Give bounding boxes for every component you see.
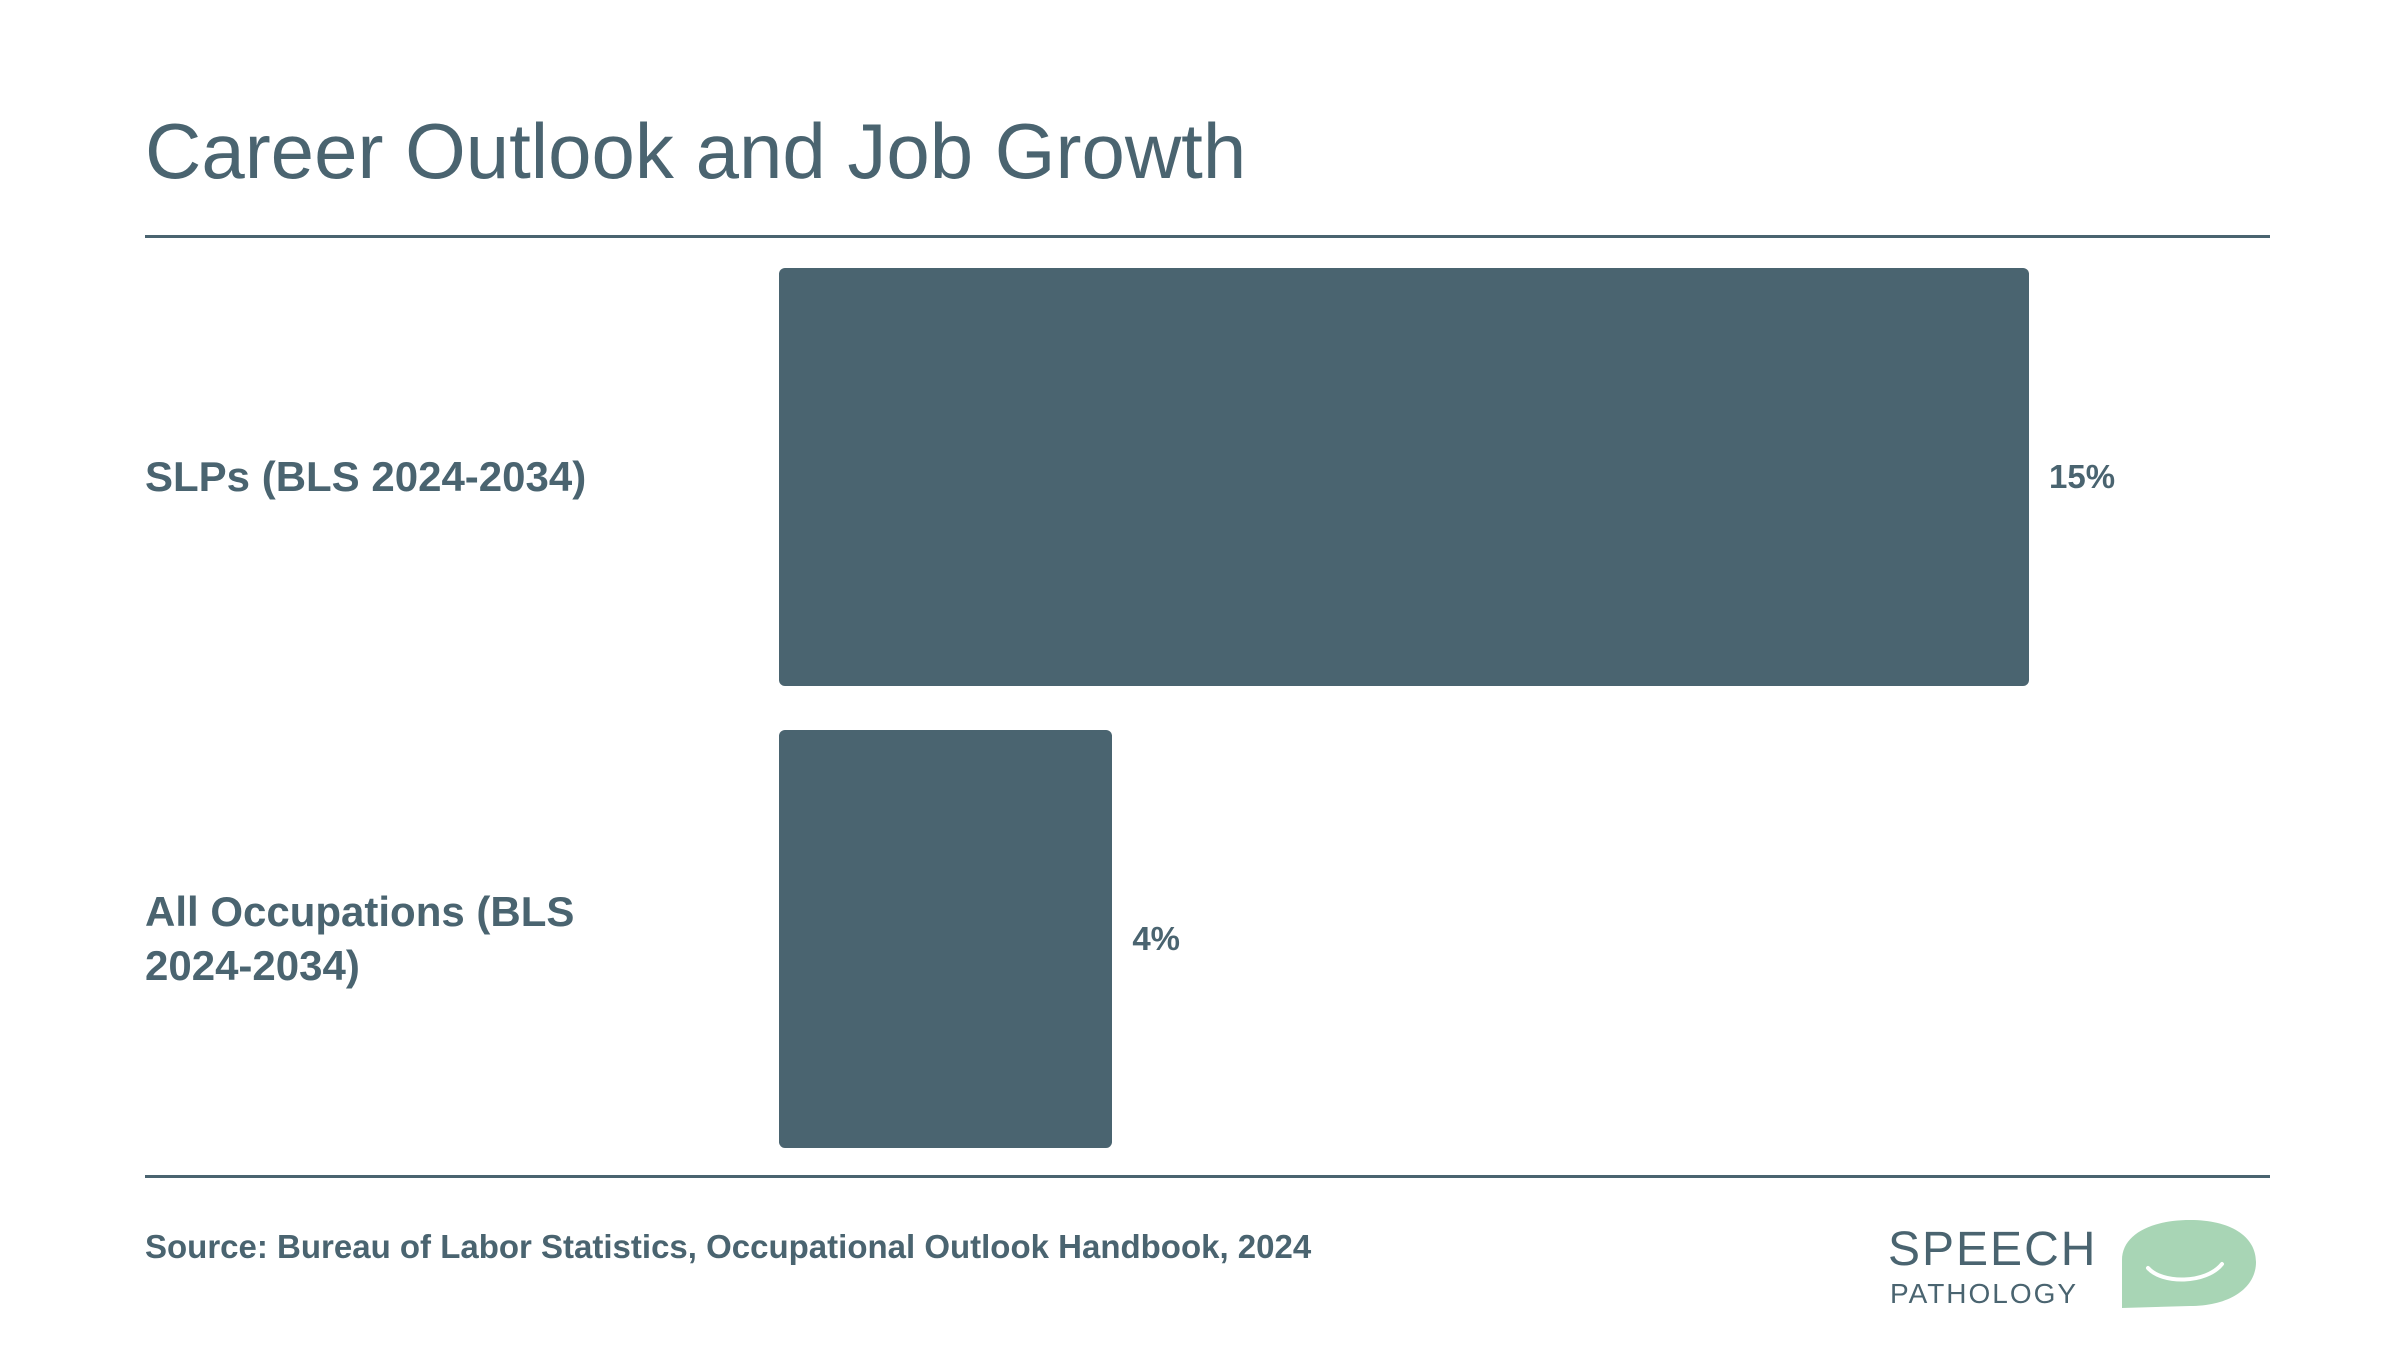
bottom-divider	[145, 1175, 2270, 1178]
top-divider	[145, 235, 2270, 238]
category-label-all-occupations: All Occupations (BLS 2024-2034)	[145, 888, 575, 989]
bar-all-occupations	[779, 730, 1113, 1148]
speech-bubble-smile-icon	[2122, 1220, 2256, 1308]
logo-text-pathology: PATHOLOGY	[1890, 1278, 2079, 1309]
category-label-slps: SLPs (BLS 2024-2034)	[145, 453, 587, 500]
logo-text-speech: SPEECH	[1888, 1223, 2098, 1276]
bar-slps	[779, 268, 2029, 686]
value-label-slps: 15%	[2049, 458, 2116, 495]
value-label-all-occupations: 4%	[1132, 920, 1181, 957]
speech-pathology-logo: SPEECH PATHOLOGY	[1888, 1218, 2258, 1318]
page-title: Career Outlook and Job Growth	[145, 107, 1247, 195]
source-note: Source: Bureau of Labor Statistics, Occu…	[145, 1228, 1312, 1265]
